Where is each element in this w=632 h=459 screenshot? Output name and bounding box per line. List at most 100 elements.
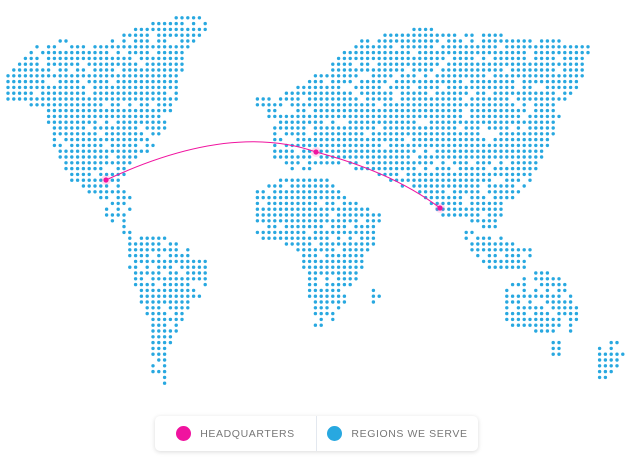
region-dot [365, 62, 370, 66]
region-dot [551, 91, 555, 95]
region-dot [307, 97, 312, 101]
region-dot [528, 300, 532, 304]
region-dot [435, 33, 439, 37]
region-dot [452, 33, 457, 37]
region-dot [302, 236, 306, 240]
region-dot [505, 288, 509, 293]
region-dot [157, 311, 161, 316]
region-dot [383, 56, 387, 61]
region-dot [75, 68, 80, 72]
region-dot [313, 311, 318, 316]
region-dot [162, 311, 167, 316]
region-dot [563, 85, 567, 90]
region-dot [418, 62, 422, 66]
region-dot [429, 39, 434, 43]
region-dot [505, 166, 509, 171]
region-dot [162, 346, 167, 351]
region-dot [319, 74, 323, 78]
region-dot [128, 33, 132, 37]
region-dot [331, 132, 335, 136]
region-dot [452, 184, 457, 188]
region-dot [81, 166, 86, 171]
region-dots [6, 16, 625, 385]
region-dot [412, 184, 416, 188]
region-dot [539, 282, 544, 287]
region-dot [186, 248, 190, 252]
region-dot [545, 311, 550, 316]
region-dot [354, 56, 358, 61]
region-dot [534, 114, 538, 119]
region-dot [162, 120, 167, 124]
region-dot [487, 85, 492, 90]
region-dot [41, 85, 45, 90]
region-dot [325, 149, 329, 153]
region-dot [325, 114, 329, 119]
region-dot [93, 85, 97, 90]
region-dot [139, 120, 144, 124]
region-dot [539, 149, 544, 153]
region-dot [505, 39, 509, 43]
region-dot [145, 259, 149, 264]
region-dot [174, 294, 178, 298]
region-dot [435, 50, 439, 55]
region-dot [522, 265, 526, 269]
region-dot [429, 120, 434, 124]
region-dot [151, 329, 155, 333]
region-dot [429, 79, 434, 84]
region-dot [464, 62, 468, 66]
region-dot [470, 103, 474, 107]
region-dot [336, 68, 341, 72]
region-dot [464, 126, 468, 130]
region-dot [441, 120, 445, 124]
region-dot [151, 306, 155, 310]
region-dot [400, 50, 405, 55]
region-dot [116, 207, 120, 211]
region-dot [412, 79, 416, 84]
region-dot [162, 340, 167, 345]
region-dot [93, 143, 97, 148]
region-dot [400, 178, 405, 182]
region-dot [180, 306, 184, 310]
legend-regions-label: REGIONS WE SERVE [351, 427, 468, 440]
region-dot [64, 62, 68, 66]
region-dot [168, 265, 173, 269]
region-dot [93, 126, 97, 130]
region-dot [563, 97, 567, 101]
region-dot [331, 62, 335, 66]
region-dot [452, 143, 457, 148]
region-dot [342, 149, 347, 153]
region-dot [58, 68, 62, 72]
region-dot [168, 33, 173, 37]
region-dot [319, 108, 323, 113]
region-dot [133, 68, 138, 72]
region-dot [319, 184, 323, 188]
region-dot [81, 149, 86, 153]
region-dot [557, 346, 561, 351]
region-dot [452, 126, 457, 130]
region-dot [394, 62, 399, 66]
region-dot [81, 114, 86, 119]
region-dot [441, 74, 445, 78]
region-dot [186, 271, 190, 275]
region-dot [313, 219, 318, 223]
region-dot [116, 120, 120, 124]
region-dot [510, 161, 515, 165]
region-dot [458, 97, 463, 101]
region-dot [336, 242, 341, 246]
region-dot [389, 149, 393, 153]
region-dot [145, 248, 149, 252]
region-dot [93, 50, 97, 55]
region-dot [418, 184, 422, 188]
region-dot [70, 172, 74, 177]
region-dot [116, 85, 120, 90]
region-dot [290, 201, 294, 206]
region-dot [290, 195, 294, 200]
region-dot [563, 56, 567, 61]
region-dot [203, 265, 207, 269]
region-dot [522, 143, 526, 148]
region-dot [267, 219, 271, 223]
region-dot [319, 143, 323, 148]
region-dot [516, 74, 521, 78]
region-dot [609, 340, 613, 345]
region-dot [336, 207, 341, 211]
